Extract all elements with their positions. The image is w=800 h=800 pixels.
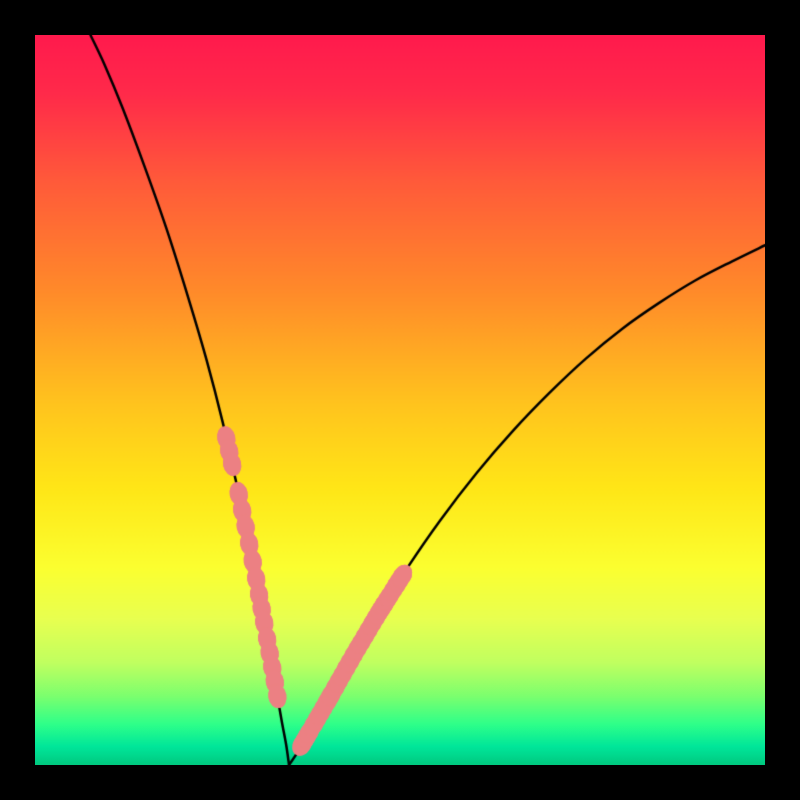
bottleneck-curve-chart	[35, 35, 765, 765]
plot-border-bottom	[0, 765, 800, 800]
plot-border-left	[0, 35, 35, 765]
plot-border-right	[765, 35, 800, 765]
plot-border-top	[0, 0, 800, 35]
